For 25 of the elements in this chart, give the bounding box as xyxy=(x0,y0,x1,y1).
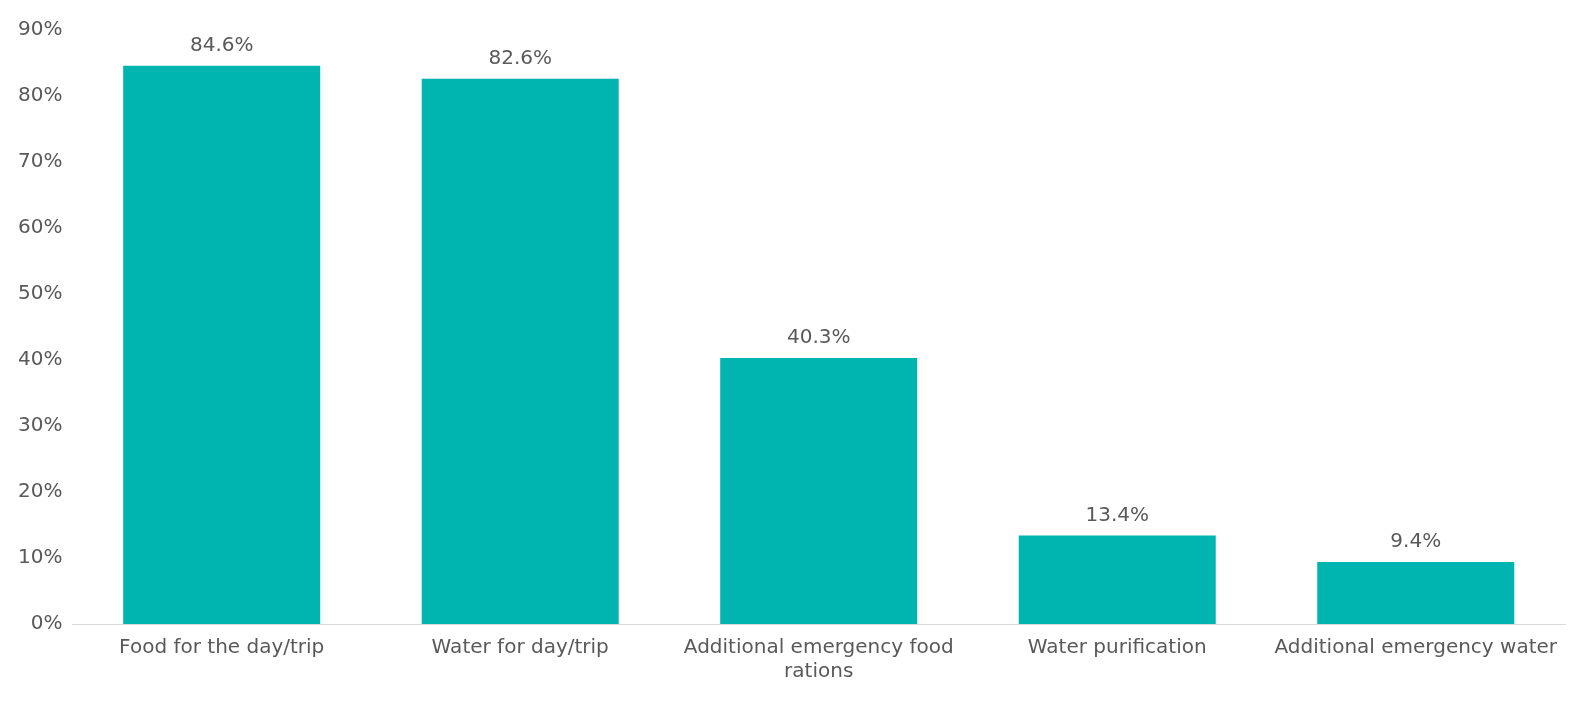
data-label: 82.6% xyxy=(488,45,552,70)
y-tick-label: 30% xyxy=(18,412,63,437)
y-tick-label: 90% xyxy=(18,16,63,41)
data-label: 9.4% xyxy=(1390,528,1442,553)
x-tick-label: Additional emergency water xyxy=(1274,634,1558,659)
y-tick-label: 60% xyxy=(18,214,63,239)
bar xyxy=(421,78,619,624)
data-label: 40.3% xyxy=(786,324,851,349)
bar xyxy=(1018,535,1216,624)
data-label: 84.6% xyxy=(189,31,254,56)
bar xyxy=(1317,561,1515,624)
x-tick-label: Additional emergency food rations xyxy=(683,634,954,683)
y-tick-label: 80% xyxy=(18,82,63,107)
y-tick-label: 40% xyxy=(18,346,63,371)
y-tick-label: 0% xyxy=(30,610,63,635)
data-label: 13.4% xyxy=(1085,501,1150,526)
bar xyxy=(123,65,321,624)
x-tick-label: Water for day/trip xyxy=(431,634,609,659)
y-tick-label: 10% xyxy=(18,544,63,569)
y-tick-label: 20% xyxy=(18,478,63,503)
y-tick-label: 70% xyxy=(18,148,63,173)
x-tick-label: Water purification xyxy=(1027,634,1207,659)
bar xyxy=(720,358,918,624)
y-tick-label: 50% xyxy=(18,280,63,305)
x-tick-label: Food for the day/trip xyxy=(119,634,325,659)
